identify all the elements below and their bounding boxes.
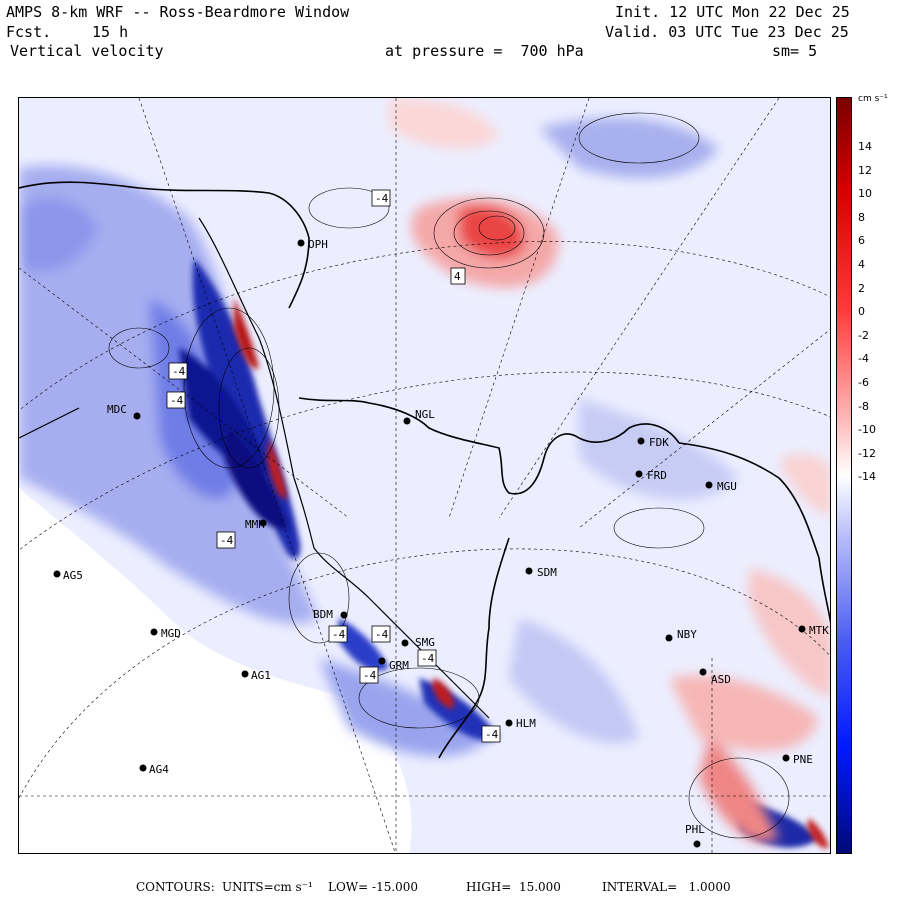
footer-contours: CONTOURS: [136,880,215,894]
station-dot [259,519,267,527]
station-dot [403,417,411,425]
station-label: SMG [415,636,435,649]
station-dot [637,437,645,445]
forecast-label: Fcst. [6,23,52,41]
contour-label: -4 [421,652,435,665]
station-dot [782,754,790,762]
station-label: ASD [711,673,731,686]
station-dot [53,570,61,578]
colorbar-tick-label: 6 [858,234,865,248]
station-label: PHL [685,823,705,836]
valid-time: Valid. 03 UTC Tue 23 Dec 25 [605,23,849,41]
station-label: BDM [313,608,333,621]
station-markers: OPH NGL MDC FDK FRD MGU AG5 SDM MGD NBY … [53,238,829,848]
colorbar-units: cm s⁻¹ [858,94,888,104]
station-dot [693,840,701,848]
colorbar-tick-label: -6 [858,376,869,389]
station-dot [665,634,673,642]
colorbar-tick-label: 4 [858,258,865,271]
smoothing: sm= 5 [772,42,818,60]
station-label: PNE [793,753,813,766]
station-label: FRD [647,469,667,482]
footer-high: HIGH= 15.000 [466,880,561,894]
station-label: MMH [245,518,265,531]
station-label: OPH [308,238,328,251]
unshaded-region [19,488,412,853]
footer-low: LOW= -15.000 [328,880,419,894]
station-label: FDK [649,436,669,449]
contour-label: -4 [375,628,389,641]
contour-label: -4 [220,534,234,547]
forecast-hour: 15 h [92,23,129,41]
strong-downward-band [179,258,819,848]
contour-label: -4 [363,669,377,682]
station-dot [297,239,305,247]
contour-label: -4 [485,728,499,741]
colorbar-tick-label: -12 [858,446,876,460]
station-dot [525,567,533,575]
colorbar-tick-label: -2 [858,328,869,342]
contour-label-group: -4 4 -4 -4 -4 -4 -4 -4 -4 -4 [166,189,501,743]
station-label: MDC [107,403,127,416]
footer-interval: INTERVAL= 1.0000 [602,880,731,894]
colorbar-tick-label: 0 [858,305,865,319]
contour-label: 4 [454,270,461,283]
station-dot [705,481,713,489]
colorbar [836,97,852,854]
colorbar-tick-label: -8 [858,399,869,413]
footer-units: UNITS=cm s⁻¹ [222,880,313,894]
lat-lon-grid [19,98,830,853]
station-label: AG1 [251,669,271,682]
station-dot [798,625,806,633]
station-label: NGL [415,408,435,421]
colorbar-tick-label: -10 [858,423,876,437]
station-dot [133,412,141,420]
station-dot [699,668,707,676]
station-dot [378,657,386,665]
station-label: SDM [537,566,557,579]
station-label: GRM [389,659,409,672]
contour-label: -4 [172,365,186,378]
colorbar-tick-label: 8 [858,210,865,224]
contour-label: -4 [332,628,346,641]
station-label: HLM [516,717,536,730]
station-label: NBY [677,628,697,641]
station-dot [505,719,513,727]
colorbar-tick-label: 14 [858,140,872,153]
station-dot [241,670,249,678]
vertical-velocity-map: -4 4 -4 -4 -4 -4 -4 -4 -4 -4 OPH NGL MDC… [19,98,830,853]
station-dot [401,639,409,647]
colorbar-tick-label: 10 [858,187,872,201]
colorbar-tick-label: 12 [858,163,872,177]
contour-label: -4 [375,192,389,205]
colorbar-tick-label: -14 [858,470,876,484]
station-dot [340,611,348,619]
station-label: AG4 [149,763,169,776]
station-label: MGD [161,627,181,640]
station-label: AG5 [63,569,83,582]
station-label: MGU [717,480,737,493]
map-title: AMPS 8-km WRF -- Ross-Beardmore Window [6,3,350,21]
colorbar-tick-label: -4 [858,352,869,366]
station-dot [635,470,643,478]
map-panel: -4 4 -4 -4 -4 -4 -4 -4 -4 -4 OPH NGL MDC… [18,97,831,854]
strong-upward-cells [234,298,829,849]
station-label: MTK [809,624,829,637]
station-dot [139,764,147,772]
pressure-level: at pressure = 700 hPa [385,42,584,60]
contour-label: -4 [170,394,184,407]
contour-lines [108,112,790,839]
field-name: Vertical velocity [10,42,164,60]
colorbar-tick-label: 2 [858,281,865,295]
init-time: Init. 12 UTC Mon 22 Dec 25 [615,3,850,21]
station-dot [150,628,158,636]
coastline [19,181,830,759]
